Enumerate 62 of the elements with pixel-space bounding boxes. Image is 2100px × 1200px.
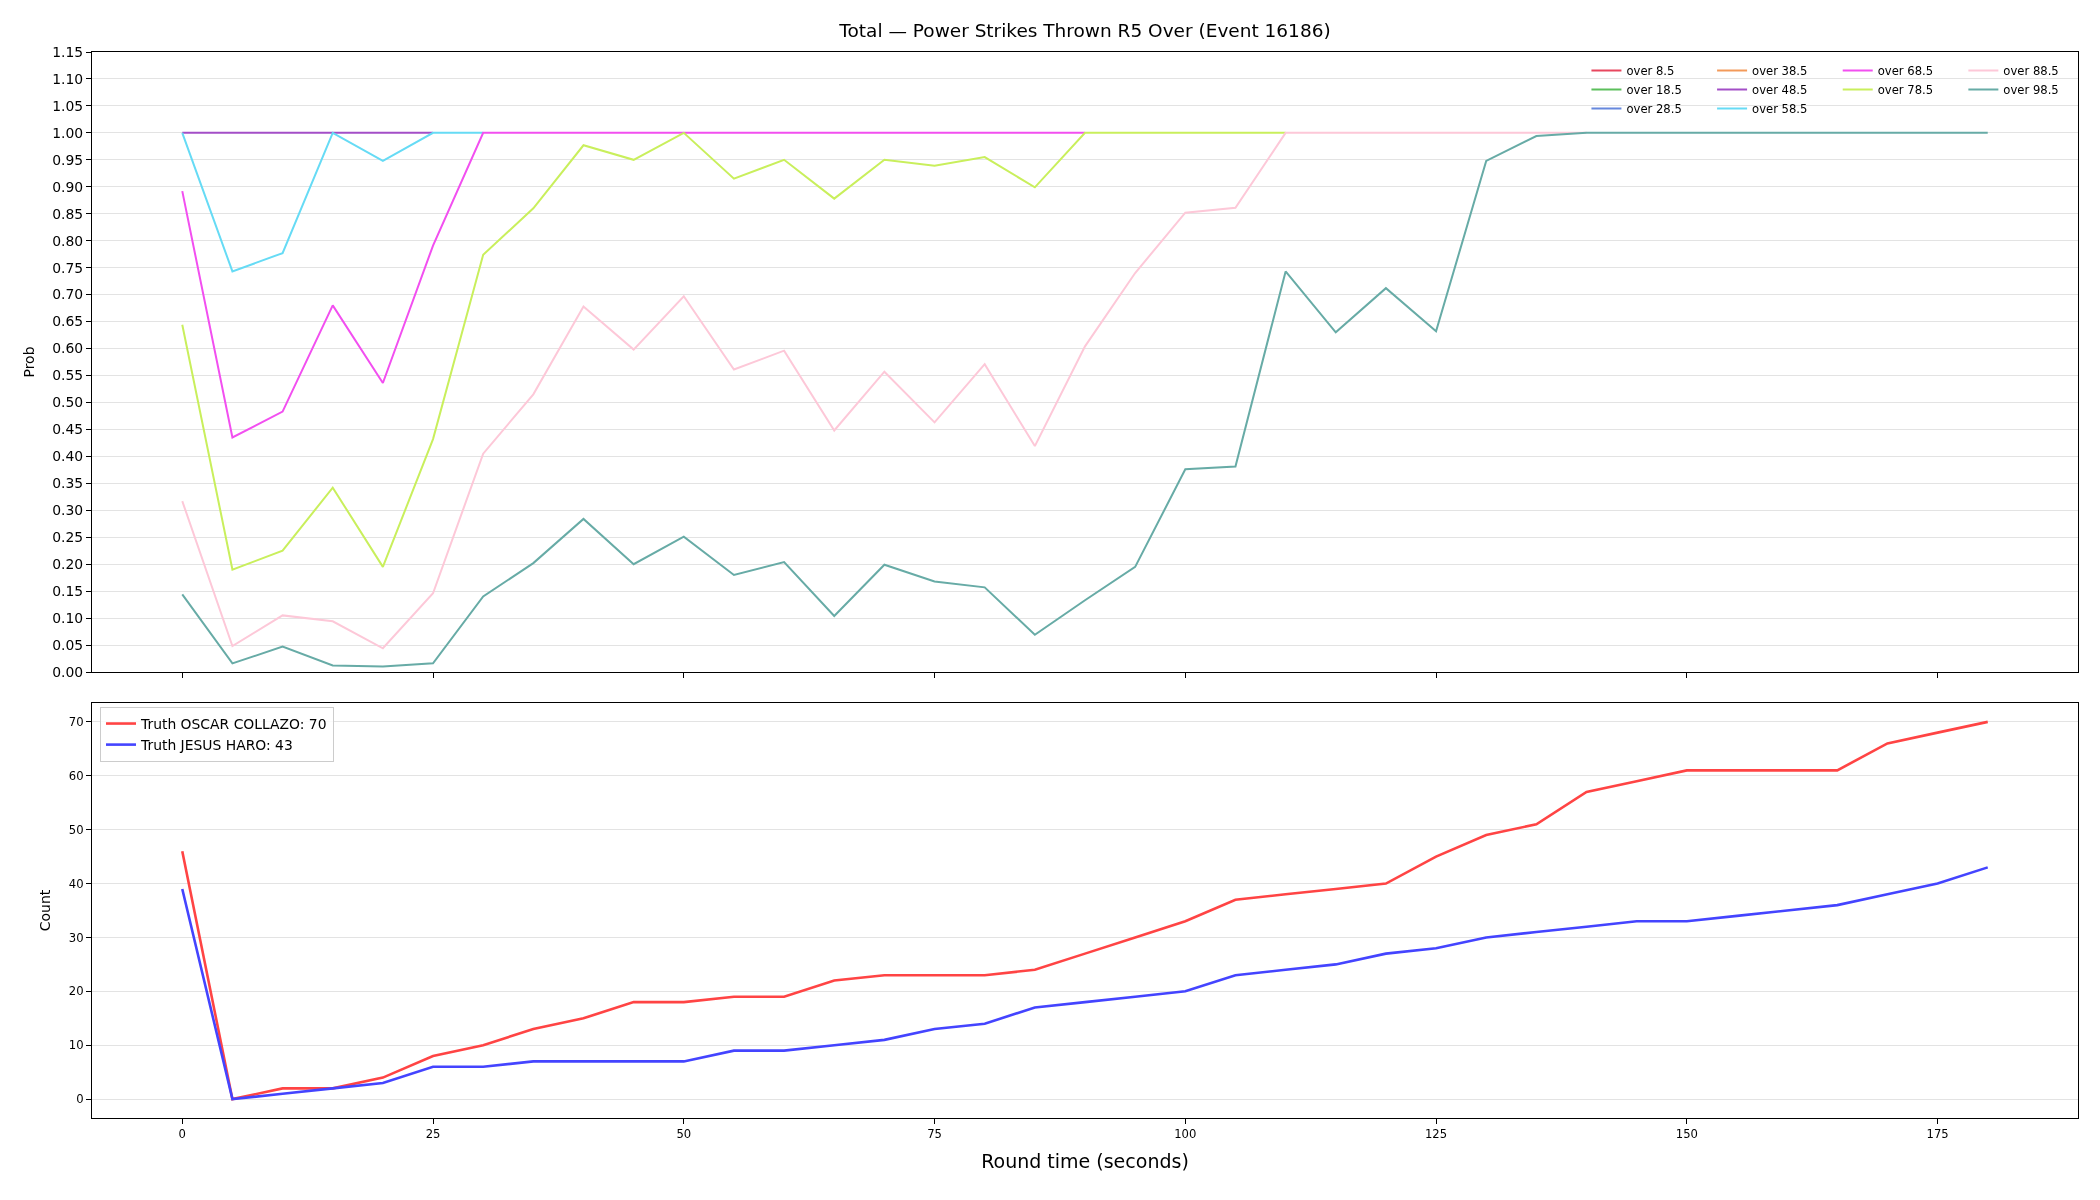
- y-tick-label: 0.90: [52, 178, 84, 195]
- y-axis-title: Prob: [20, 346, 37, 378]
- y-tick-label: 1.05: [52, 97, 84, 114]
- legend-label: over 98.5: [2003, 83, 2059, 98]
- y-tick-label: 0.10: [52, 609, 84, 626]
- x-tick-label: 125: [1424, 1127, 1448, 1142]
- y-tick-label: 1.15: [52, 43, 84, 60]
- y-tick-label: 1.00: [52, 124, 84, 141]
- y-tick-label: 1.10: [52, 70, 84, 87]
- y-tick-label: 0: [76, 1092, 84, 1107]
- y-tick-label: 0.40: [52, 448, 84, 465]
- chart-title: Total — Power Strikes Thrown R5 Over (Event 16186): [838, 20, 1331, 42]
- y-tick-label: 0.05: [52, 636, 84, 653]
- y-tick-label: 0.20: [52, 556, 84, 573]
- legend-label: over 88.5: [2003, 64, 2059, 79]
- y-tick-label: 0.00: [52, 663, 84, 680]
- line-series: [180, 720, 1990, 1101]
- legend-label: over 78.5: [1877, 83, 1934, 98]
- y-axis-title: Count: [37, 889, 54, 932]
- legend-label: over 28.5: [1626, 102, 1682, 117]
- line-series: [180, 866, 1990, 1101]
- y-tick-label: 0.85: [52, 205, 84, 222]
- y-tick-label: 0.55: [52, 367, 84, 384]
- line-series: [181, 131, 485, 273]
- y-tick-label: 0.75: [52, 259, 84, 276]
- x-tick-label: 150: [1675, 1127, 1698, 1142]
- x-tick-label: 175: [1926, 1127, 1949, 1142]
- y-tick-label: 50: [68, 822, 84, 837]
- y-tick-label: 0.95: [52, 151, 84, 168]
- x-tick-label: 100: [1174, 1127, 1197, 1142]
- x-axis-title: Round time (seconds): [981, 1149, 1189, 1172]
- legend-label: over 18.5: [1626, 83, 1682, 98]
- y-tick-label: 60: [68, 768, 84, 783]
- y-tick-label: 30: [68, 930, 84, 945]
- y-tick-label: 0.25: [52, 529, 84, 546]
- y-tick-label: 0.70: [52, 286, 84, 303]
- legend-label: Truth JESUS HARO: 43: [140, 737, 293, 754]
- y-tick-label: 0.15: [52, 582, 84, 599]
- line-series: [181, 131, 1086, 439]
- legend-label: over 8.5: [1626, 64, 1675, 79]
- y-tick-label: 0.30: [52, 502, 84, 519]
- legend-label: over 68.5: [1877, 64, 1934, 79]
- x-tick-label: 25: [425, 1127, 441, 1142]
- y-tick-label: 10: [68, 1038, 84, 1053]
- y-tick-label: 0.35: [52, 475, 84, 492]
- line-series: [181, 131, 1989, 668]
- y-tick-label: 20: [68, 984, 84, 999]
- legend-label: Truth OSCAR COLLAZO: 70: [140, 715, 327, 732]
- line-series: [181, 131, 1287, 571]
- legend-label: over 48.5: [1752, 83, 1808, 98]
- y-tick-label: 70: [68, 714, 84, 729]
- x-tick-label: 50: [676, 1127, 692, 1142]
- x-tick-label: 0: [178, 1127, 186, 1142]
- y-tick-label: 0.65: [52, 313, 84, 330]
- legend-label: over 38.5: [1752, 64, 1808, 79]
- legend-label: over 58.5: [1752, 102, 1808, 117]
- x-tick-label: 75: [927, 1127, 942, 1142]
- y-tick-label: 0.50: [52, 394, 84, 411]
- y-tick-label: 40: [68, 876, 84, 891]
- y-tick-label: 0.45: [52, 421, 84, 438]
- y-tick-label: 0.80: [52, 232, 84, 249]
- y-tick-label: 0.60: [52, 340, 84, 357]
